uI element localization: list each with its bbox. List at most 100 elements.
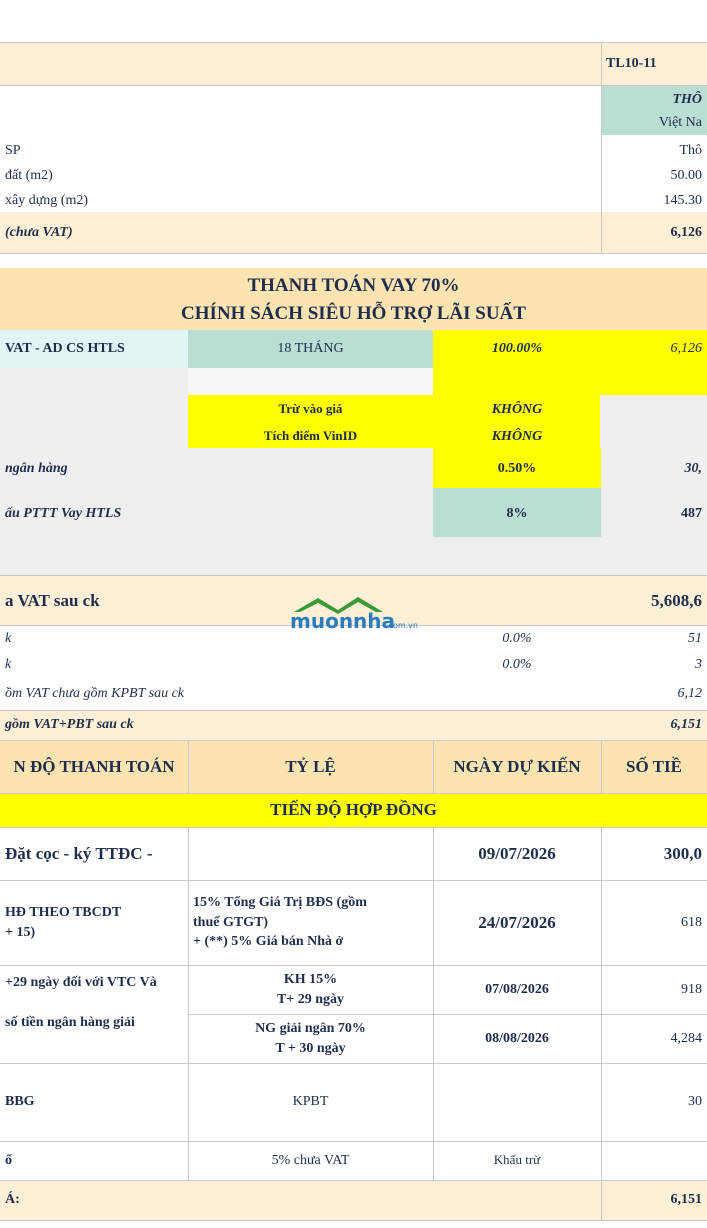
info-label: đất (m2)	[5, 167, 53, 183]
cell-fill	[188, 330, 433, 368]
after-discount-label: a VAT sau ck	[5, 590, 100, 610]
schedule-step: HĐ THEO TBCDT + 15)	[5, 904, 122, 940]
grid-line	[188, 740, 189, 793]
grid-line	[0, 1220, 707, 1221]
schedule-date: 08/08/2026	[485, 1030, 549, 1046]
price-label: (chưa VAT)	[5, 224, 73, 240]
incl-vat-label: ồm VAT chưa gồm KPBT sau ck	[5, 686, 184, 702]
cell-fill	[0, 330, 188, 368]
schedule-amount: 4,284	[670, 1030, 703, 1046]
watermark-logo: muonnha .com.vn	[290, 597, 418, 633]
schedule-ratio: 5% chưa VAT	[271, 1152, 350, 1168]
htls-term: 18 THÁNG	[277, 341, 344, 357]
schedule-amount: 300,0	[663, 843, 702, 863]
column-header: NGÀY DỰ KIẾN	[453, 756, 581, 776]
grid-line	[0, 965, 707, 966]
schedule-date: Khấu trừ	[493, 1152, 541, 1168]
grid-line	[0, 1063, 707, 1064]
schedule-step: ổ	[5, 1152, 12, 1168]
cell-fill	[433, 330, 707, 395]
info-label: SP	[5, 142, 21, 158]
price-value: 6,126	[670, 224, 703, 240]
grid-line	[188, 1014, 707, 1015]
grid-line	[0, 1180, 707, 1181]
column-header: SỐ TIỀ	[626, 756, 682, 776]
htls-rate: 100.00%	[491, 341, 543, 357]
cell-fill	[188, 368, 433, 395]
grid-line	[0, 793, 707, 794]
cell-fill	[0, 1180, 707, 1220]
schedule-ratio: KH 15% T+ 29 ngày	[276, 971, 345, 1007]
policy-subtitle: CHÍNH SÁCH SIÊU HỖ TRỢ LÃI SUẤT	[181, 302, 526, 324]
bank-amount: 30,	[684, 461, 703, 477]
grid-line	[433, 740, 434, 793]
grid-line	[0, 575, 707, 576]
column-header: TỶ LỆ	[285, 756, 336, 776]
incl-vat-value: 6,12	[677, 686, 703, 702]
column-header: N ĐỘ THANH TOÁN	[13, 756, 175, 776]
grid-line	[0, 827, 707, 828]
code: TL10-11	[606, 55, 657, 71]
watermark-domain: .com.vn	[386, 621, 418, 630]
grid-line	[0, 740, 707, 741]
info-value: Thô	[679, 142, 702, 158]
cell-fill	[0, 212, 707, 253]
info-label: xây dựng (m2)	[5, 192, 89, 208]
grid-line	[0, 1141, 707, 1142]
watermark-brand: muonnha	[290, 609, 395, 633]
cell-fill	[433, 488, 601, 537]
grid-line	[0, 85, 707, 86]
pttt-amount: 487	[681, 506, 702, 522]
grid-line	[433, 827, 434, 1180]
grid-line	[0, 42, 707, 43]
schedule-date: 09/07/2026	[478, 843, 556, 863]
htls-amount: 6,126	[670, 341, 703, 357]
cell-fill	[0, 42, 707, 85]
grid-line	[0, 880, 707, 881]
option-value: KHÔNG	[491, 428, 543, 444]
grid-line	[601, 42, 602, 253]
grid-line	[0, 710, 707, 711]
pttt-rate: 8%	[506, 506, 528, 522]
schedule-date: 07/08/2026	[485, 981, 549, 997]
total-value: 6,151	[670, 717, 703, 733]
grid-line	[601, 827, 602, 1180]
schedule-amount: 618	[681, 914, 702, 930]
schedule-amount: 918	[681, 981, 702, 997]
cell-fill	[0, 740, 707, 793]
after-discount-value: 5,608,6	[651, 590, 702, 610]
option-label: Trừ vào giá	[278, 401, 343, 417]
cell-fill	[0, 710, 707, 740]
schedule-step: số tiền ngân hàng giải	[5, 1014, 135, 1030]
grid-line	[601, 1180, 602, 1220]
discount-label: k	[5, 631, 12, 647]
schedule-step: BBG	[5, 1094, 35, 1110]
bank-rate: 0.50%	[497, 461, 537, 477]
schedule-step: +29 ngày đối với VTC Và	[5, 974, 157, 990]
discount-rate: 0.0%	[502, 631, 532, 647]
grid-line	[0, 253, 707, 254]
origin: Việt Na	[658, 115, 702, 131]
schedule-ratio: 15% Tổng Giá Trị BĐS (gồm thuế GTGT) + (…	[193, 895, 367, 950]
schedule-date: 24/07/2026	[478, 912, 556, 932]
cell-fill	[0, 268, 707, 330]
option-label: Tích điểm VinID	[263, 428, 358, 444]
pttt-label: ấu PTTT Vay HTLS	[5, 506, 122, 522]
grid-line	[601, 740, 602, 793]
grid-line	[188, 827, 189, 1180]
section-title: TIẾN ĐỘ HỢP ĐỒNG	[270, 800, 437, 820]
schedule-ratio: NG giải ngân 70% T + 30 ngày	[255, 1020, 366, 1056]
schedule-ratio: KPBT	[292, 1094, 329, 1110]
discount-amount: 3	[695, 657, 702, 673]
cell-fill	[433, 448, 601, 488]
total-label: gồm VAT+PBT sau ck	[5, 717, 134, 733]
schedule-total-label: Á:	[5, 1192, 20, 1208]
policy-title: THANH TOÁN VAY 70%	[247, 274, 460, 296]
bank-label: ngân hàng	[5, 461, 68, 477]
discount-label: k	[5, 657, 12, 673]
option-value: KHÔNG	[491, 401, 543, 417]
info-value: 50.00	[670, 167, 703, 183]
cell-fill	[188, 395, 600, 448]
type: THÔ	[672, 91, 702, 107]
